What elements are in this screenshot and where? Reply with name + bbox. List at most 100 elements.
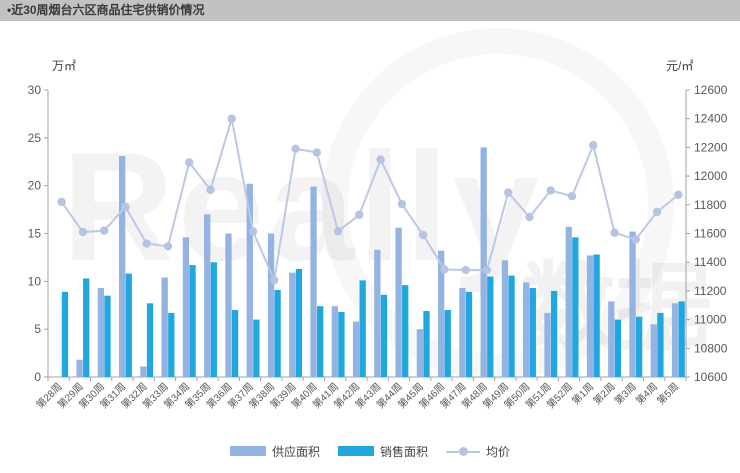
legend-item-price[interactable]: 均价	[446, 443, 510, 460]
price-marker	[57, 197, 66, 207]
x-category-label: 第1周	[569, 380, 596, 407]
price-marker	[525, 212, 534, 222]
bar-sales	[636, 316, 643, 377]
price-marker	[674, 190, 683, 199]
bar-supply	[246, 183, 253, 377]
price-marker	[631, 235, 640, 244]
price-marker	[567, 191, 577, 201]
price-marker	[78, 227, 88, 237]
right-tick-label: 11000	[694, 313, 727, 327]
price-marker	[376, 155, 385, 164]
bar-sales	[104, 295, 111, 377]
bar-sales	[529, 288, 536, 377]
bar-supply	[523, 282, 530, 377]
bar-supply	[267, 233, 275, 377]
right-tick-label: 11200	[694, 284, 727, 298]
bar-sales	[125, 273, 132, 377]
bar-supply	[225, 233, 232, 377]
chart-legend: 供应面积 销售面积 均价	[0, 442, 740, 460]
bar-sales	[189, 265, 196, 377]
bar-sales	[423, 310, 430, 377]
x-category-label: 第4周	[633, 380, 660, 407]
right-tick-label: 12400	[694, 112, 728, 126]
legend-price-marker-icon	[459, 446, 468, 456]
bar-supply	[289, 272, 296, 377]
bar-supply	[586, 255, 594, 377]
bar-sales	[678, 301, 685, 377]
price-marker	[248, 227, 258, 236]
left-tick-label: 25	[28, 131, 42, 145]
bar-sales	[83, 278, 90, 377]
right-tick-label: 11400	[694, 255, 727, 269]
right-axis-title: 元/㎡	[666, 59, 693, 73]
bar-sales	[317, 306, 324, 377]
price-marker	[227, 114, 236, 123]
left-tick-label: 10	[28, 274, 42, 288]
title-bar: •近30周烟台六区商品住宅供销价情况	[0, 0, 740, 21]
bar-supply	[501, 260, 509, 377]
bar-sales	[274, 289, 281, 377]
bar-sales	[338, 311, 345, 377]
price-marker	[482, 265, 492, 275]
bar-supply	[395, 227, 402, 377]
legend-label-supply: 供应面积	[271, 444, 320, 459]
legend-swatch-price-line	[446, 446, 480, 456]
price-marker	[355, 210, 364, 220]
legend-item-supply[interactable]: 供应面积	[229, 443, 320, 460]
bar-sales	[146, 303, 154, 377]
bar-sales	[380, 294, 388, 377]
bar-supply	[416, 329, 424, 377]
bar-supply	[544, 312, 551, 377]
bar-supply	[119, 156, 126, 377]
price-marker	[163, 242, 173, 251]
left-axis-title: 万㎡	[52, 59, 76, 73]
price-marker	[546, 186, 555, 195]
bar-supply	[161, 277, 168, 377]
legend-item-sales[interactable]: 销售面积	[337, 443, 428, 460]
bar-sales	[295, 268, 303, 377]
bar-supply	[331, 306, 338, 377]
bar-supply	[374, 249, 381, 377]
left-tick-label: 20	[28, 179, 42, 193]
bar-sales	[593, 254, 600, 377]
legend-label-price: 均价	[486, 444, 511, 459]
bar-supply	[459, 288, 466, 377]
right-tick-label: 10800	[694, 341, 728, 355]
bar-supply	[310, 186, 317, 377]
bar-sales	[253, 319, 260, 377]
page-title: •近30周烟台六区商品住宅供销价情况	[7, 3, 205, 17]
bar-supply	[629, 231, 636, 377]
price-marker	[121, 202, 130, 212]
left-tick-label: 5	[34, 322, 41, 336]
bar-sales	[61, 291, 69, 377]
left-tick-label: 0	[34, 370, 41, 384]
right-tick-label: 10600	[694, 370, 728, 384]
bar-supply	[565, 226, 572, 377]
bar-sales	[168, 312, 175, 377]
bar-sales	[210, 262, 217, 377]
right-tick-label: 12000	[694, 169, 728, 183]
bar-supply	[438, 250, 445, 377]
bar-sales	[444, 310, 451, 377]
price-marker	[99, 226, 109, 235]
left-tick-label: 30	[28, 83, 42, 97]
bar-supply	[140, 366, 147, 377]
price-marker	[652, 207, 662, 217]
price-marker	[206, 185, 215, 194]
right-tick-label: 11800	[694, 198, 727, 212]
x-category-label: 第5周	[654, 380, 681, 407]
legend-label-sales: 销售面积	[379, 444, 428, 459]
bar-supply	[650, 324, 657, 377]
price-marker	[270, 275, 279, 285]
price-marker	[312, 148, 321, 157]
bar-supply	[97, 288, 105, 377]
bar-supply	[76, 359, 83, 377]
price-marker	[333, 227, 343, 236]
bar-sales	[487, 276, 494, 377]
price-marker	[461, 265, 470, 275]
bar-supply	[608, 301, 615, 377]
bar-sales	[550, 290, 558, 377]
price-marker	[418, 230, 428, 240]
right-tick-label: 12200	[694, 140, 728, 154]
right-tick-label: 11600	[694, 227, 727, 241]
